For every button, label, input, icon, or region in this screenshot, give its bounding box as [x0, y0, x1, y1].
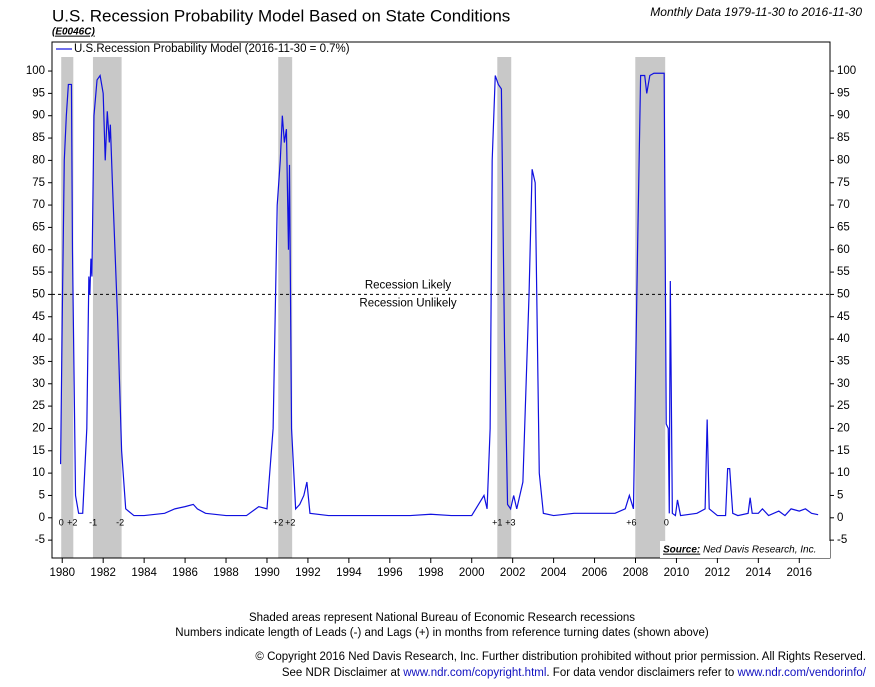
y-tick-label: 60 — [32, 244, 45, 256]
x-tick-label: 2008 — [623, 567, 649, 579]
y2-tick-label: 40 — [837, 333, 850, 345]
note: Shaded areas represent National Bureau o… — [249, 612, 635, 624]
legend-label: U.S.Recession Probability Model (2016-11… — [74, 43, 350, 55]
lead-lag-label: +2 — [67, 517, 77, 527]
x-tick-label: 1992 — [295, 567, 321, 579]
y-tick-label: 10 — [32, 467, 45, 479]
y2-tick-label: 100 — [837, 65, 856, 77]
y2-tick-label: 15 — [837, 445, 850, 457]
x-tick-label: 1998 — [418, 567, 444, 579]
source-label: Source: — [663, 545, 700, 556]
y2-tick-label: 60 — [837, 244, 850, 256]
y-tick-label: 45 — [32, 311, 45, 323]
series-line — [60, 72, 819, 517]
reference-label: Recession Likely — [365, 279, 452, 291]
y-tick-label: 35 — [32, 355, 45, 367]
y2-tick-label: 80 — [837, 154, 850, 166]
y-tick-label: 65 — [32, 221, 45, 233]
x-tick-label: 2006 — [582, 567, 608, 579]
lead-lag-label: +2 — [285, 517, 295, 527]
y-tick-label: 85 — [32, 132, 45, 144]
recession-band — [635, 57, 666, 558]
y2-tick-label: 10 — [837, 467, 850, 479]
chart-code: (E0046C) — [52, 27, 95, 38]
x-tick-label: 1980 — [49, 567, 75, 579]
disclaimer: See NDR Disclaimer at www.ndr.com/copyri… — [282, 667, 867, 679]
x-tick-label: 1986 — [172, 567, 198, 579]
x-tick-label: 1994 — [336, 567, 362, 579]
lead-lag-label: +6 — [626, 517, 636, 527]
y2-tick-label: -5 — [837, 534, 847, 546]
lead-lag-label: -2 — [116, 517, 124, 527]
y2-tick-label: 95 — [837, 87, 850, 99]
y2-tick-label: 85 — [837, 132, 850, 144]
plot-frame — [51, 41, 831, 559]
recession-band — [278, 57, 293, 558]
lead-lag-label: +1 — [492, 517, 502, 527]
x-tick-label: 2016 — [786, 567, 812, 579]
y2-tick-label: 65 — [837, 221, 850, 233]
y-tick-label: 30 — [32, 378, 45, 390]
disclaimer-text: See NDR Disclaimer at — [282, 667, 403, 679]
chart-subtitle: Monthly Data 1979-11-30 to 2016-11-30 — [650, 5, 862, 19]
y-tick-label: 50 — [32, 288, 45, 300]
y2-tick-label: 55 — [837, 266, 850, 278]
lead-lag-label: 0 — [59, 517, 64, 527]
source-box — [660, 541, 830, 558]
y-tick-label: 95 — [32, 87, 45, 99]
lead-lag-label: 0 — [664, 517, 669, 527]
x-tick-label: 2010 — [664, 567, 690, 579]
chart-title: U.S. Recession Probability Model Based o… — [52, 6, 510, 25]
y2-tick-label: 70 — [837, 199, 850, 211]
y2-tick-label: 75 — [837, 177, 850, 189]
x-tick-label: 1982 — [90, 567, 116, 579]
lead-lag-label: +2 — [273, 517, 283, 527]
note: Numbers indicate length of Leads (-) and… — [175, 627, 709, 639]
y-tick-label: 100 — [26, 65, 45, 77]
x-tick-label: 2014 — [746, 567, 772, 579]
y-tick-label: 90 — [32, 110, 45, 122]
y-tick-label: 5 — [39, 489, 45, 501]
y2-tick-label: 30 — [837, 378, 850, 390]
y-tick-label: -5 — [35, 534, 45, 546]
x-tick-label: 1990 — [254, 567, 280, 579]
copyright: © Copyright 2016 Ned Davis Research, Inc… — [255, 651, 866, 663]
disclaimer-text: . For data vendor disclaimers refer to — [546, 667, 737, 679]
y2-tick-label: 0 — [837, 512, 843, 524]
x-tick-label: 1988 — [213, 567, 239, 579]
y-tick-label: 20 — [32, 422, 45, 434]
y2-tick-label: 20 — [837, 422, 850, 434]
x-tick-label: 1996 — [377, 567, 403, 579]
reference-label: Recession Unlikely — [359, 297, 456, 309]
y2-tick-label: 90 — [837, 110, 850, 122]
y-tick-label: 0 — [39, 512, 45, 524]
y-tick-label: 25 — [32, 400, 45, 412]
x-tick-label: 2000 — [459, 567, 485, 579]
y2-tick-label: 35 — [837, 355, 850, 367]
lead-lag-label: +3 — [505, 517, 515, 527]
link[interactable]: www.ndr.com/copyright.html — [402, 667, 546, 679]
x-tick-label: 2002 — [500, 567, 526, 579]
x-tick-label: 1984 — [131, 567, 157, 579]
y-tick-label: 15 — [32, 445, 45, 457]
link[interactable]: www.ndr.com/vendorinfo/ — [737, 667, 867, 679]
y-tick-label: 70 — [32, 199, 45, 211]
y-tick-label: 75 — [32, 177, 45, 189]
y2-tick-label: 45 — [837, 311, 850, 323]
source: Ned Davis Research, Inc. — [703, 545, 816, 556]
lead-lag-label: -1 — [89, 517, 97, 527]
y-tick-label: 55 — [32, 266, 45, 278]
y-tick-label: 40 — [32, 333, 45, 345]
y-tick-label: 80 — [32, 154, 45, 166]
y2-tick-label: 5 — [837, 489, 843, 501]
y2-tick-label: 25 — [837, 400, 850, 412]
y2-tick-label: 50 — [837, 288, 850, 300]
x-tick-label: 2004 — [541, 567, 567, 579]
x-tick-label: 2012 — [705, 567, 731, 579]
